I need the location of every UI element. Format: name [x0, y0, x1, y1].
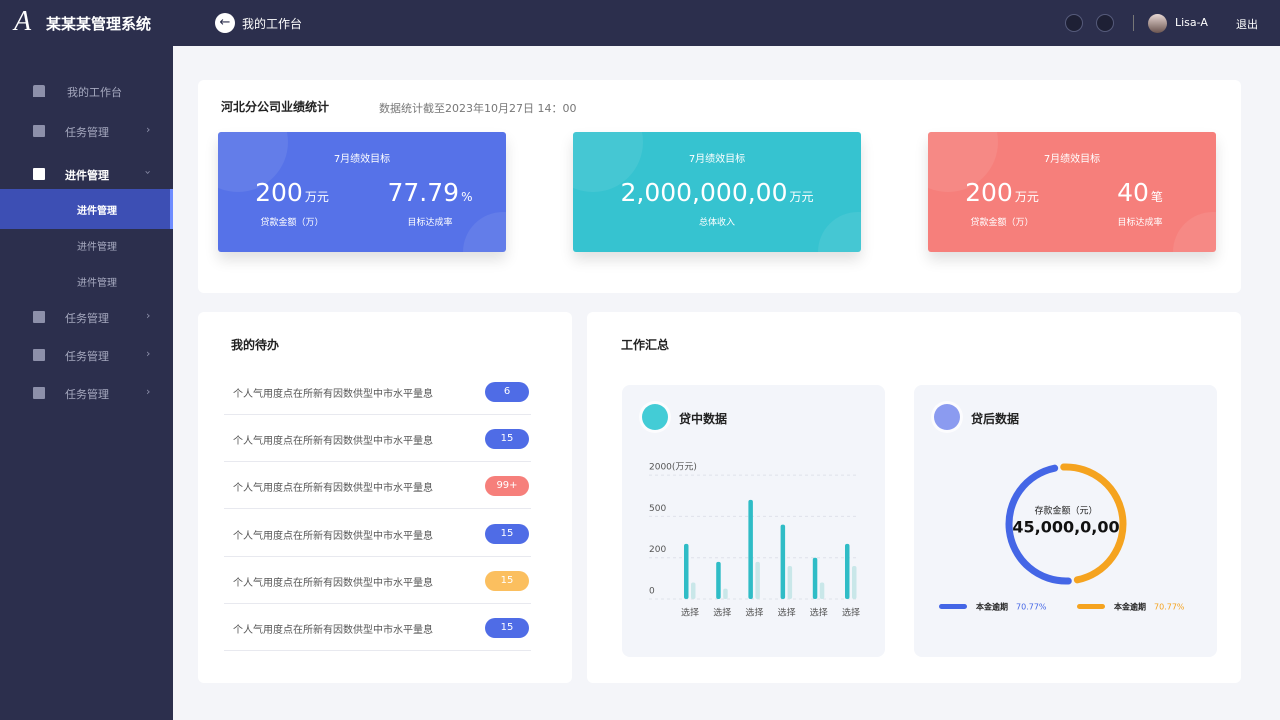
logout[interactable]: 退出 [1236, 18, 1258, 31]
todo-text[interactable]: 个人气用度点在所新有因数供型中市水平量息 [233, 436, 433, 448]
menu-item[interactable]: 任务管理 [65, 312, 109, 325]
submenu-item[interactable]: 进件管理 [77, 206, 117, 217]
chart-title: 贷中数据 [679, 412, 728, 426]
stat-row: 40 笔 [1020, 178, 1216, 207]
todo-text[interactable]: 个人气用度点在所新有因数供型中市水平量息 [233, 530, 433, 542]
stat-value: 200 [965, 178, 1013, 207]
stat-unit: 万元 [1014, 190, 1039, 204]
sidebar [0, 46, 173, 720]
app-title: 某某某管理系统 [46, 15, 152, 33]
stat-row: 200 万元 [218, 178, 412, 207]
todo-divider [224, 555, 531, 557]
chart-card [914, 385, 1217, 657]
menu-arrow: › [141, 170, 155, 175]
back-button[interactable]: ← [215, 13, 235, 33]
stat-label: 贷款金额（万） [970, 218, 1034, 228]
divider [1133, 15, 1134, 31]
menu-item[interactable]: 我的工作台 [67, 86, 122, 99]
panel-title: 工作汇总 [621, 338, 670, 352]
todo-badge: 15 [485, 618, 529, 638]
menu-item[interactable]: 任务管理 [65, 388, 109, 401]
menu-icon [33, 311, 45, 323]
avatar[interactable] [1148, 14, 1167, 33]
stat-value: 40 [1117, 178, 1149, 207]
todo-text[interactable]: 个人气用度点在所新有因数供型中市水平量息 [233, 483, 433, 495]
card-title: 7月绩效目标 [1043, 154, 1101, 165]
todo-badge: 15 [485, 523, 529, 544]
stat-row: 77.79% [310, 178, 506, 207]
stat-unit: 万元 [789, 190, 814, 204]
menu-icon [33, 125, 45, 137]
todo-divider [224, 414, 531, 415]
menu-arrow: › [146, 123, 151, 136]
stat-value: 200 [255, 178, 303, 207]
stat-row: 200 万元 [928, 178, 1122, 207]
todo-badge: 15 [485, 570, 529, 591]
panel-title: 河北分公司业绩统计 [221, 100, 330, 114]
menu-icon [33, 349, 45, 361]
todo-divider [224, 650, 531, 651]
stat-unit: 万元 [304, 190, 329, 204]
header-icon[interactable] [1065, 14, 1083, 32]
todo-badge: 99+ [485, 476, 529, 497]
breadcrumb: 我的工作台 [242, 17, 303, 31]
kpi-card: 7月绩效目标 2,000,000,00 万元总体收入 [573, 132, 861, 252]
kpi-card: 7月绩效目标 200 万元贷款金额（万） 40 笔目标达成率 [928, 132, 1216, 252]
header [0, 0, 1280, 46]
menu-item[interactable]: 进件管理 [65, 169, 109, 182]
stat-label: 目标达成率 [407, 218, 453, 228]
menu-icon [33, 387, 45, 399]
chart-icon [642, 404, 668, 430]
logo: A [14, 6, 32, 37]
chart-card [622, 385, 885, 657]
todo-divider [224, 602, 531, 604]
menu-item[interactable]: 任务管理 [65, 350, 109, 363]
menu-icon [33, 168, 45, 180]
stat-unit: % [461, 190, 473, 204]
submenu-item[interactable]: 进件管理 [77, 242, 117, 253]
header-icon[interactable] [1096, 14, 1114, 32]
chart-icon [934, 404, 960, 430]
menu-arrow: › [146, 309, 151, 322]
todo-divider [224, 508, 531, 510]
stat-value: 77.79 [387, 178, 460, 207]
menu-selected [0, 189, 173, 229]
stat-row: 2,000,000,00 万元 [597, 178, 837, 207]
todo-badge: 15 [485, 429, 529, 450]
card-bubble [818, 212, 861, 252]
card-title: 7月绩效目标 [333, 154, 391, 165]
stat-label: 总体收入 [698, 218, 735, 228]
kpi-card: 7月绩效目标 200 万元贷款金额（万） 77.79% 目标达成率 [218, 132, 506, 252]
panel-title: 我的待办 [231, 338, 280, 352]
menu-icon [33, 85, 45, 97]
user-name[interactable]: Lisa-A [1175, 16, 1208, 29]
stat-value: 2,000,000,00 [620, 178, 788, 207]
todo-text[interactable]: 个人气用度点在所新有因数供型中市水平量息 [233, 389, 433, 400]
stat-unit: 笔 [1150, 190, 1163, 204]
chart-title: 贷后数据 [971, 412, 1020, 426]
menu-arrow: › [146, 347, 151, 360]
todo-badge: 6 [485, 382, 529, 402]
card-title: 7月绩效目标 [688, 154, 746, 165]
todo-text[interactable]: 个人气用度点在所新有因数供型中市水平量息 [233, 625, 433, 636]
panel-note: 数据统计截至2023年10月27日 14：00 [379, 102, 577, 115]
todo-text[interactable]: 个人气用度点在所新有因数供型中市水平量息 [233, 577, 433, 589]
submenu-item[interactable]: 进件管理 [77, 278, 117, 289]
menu-item[interactable]: 任务管理 [65, 126, 109, 139]
menu-arrow: › [146, 385, 151, 398]
todo-divider [224, 461, 531, 463]
stat-label: 目标达成率 [1117, 218, 1163, 228]
stat-label: 贷款金额（万） [260, 218, 324, 228]
